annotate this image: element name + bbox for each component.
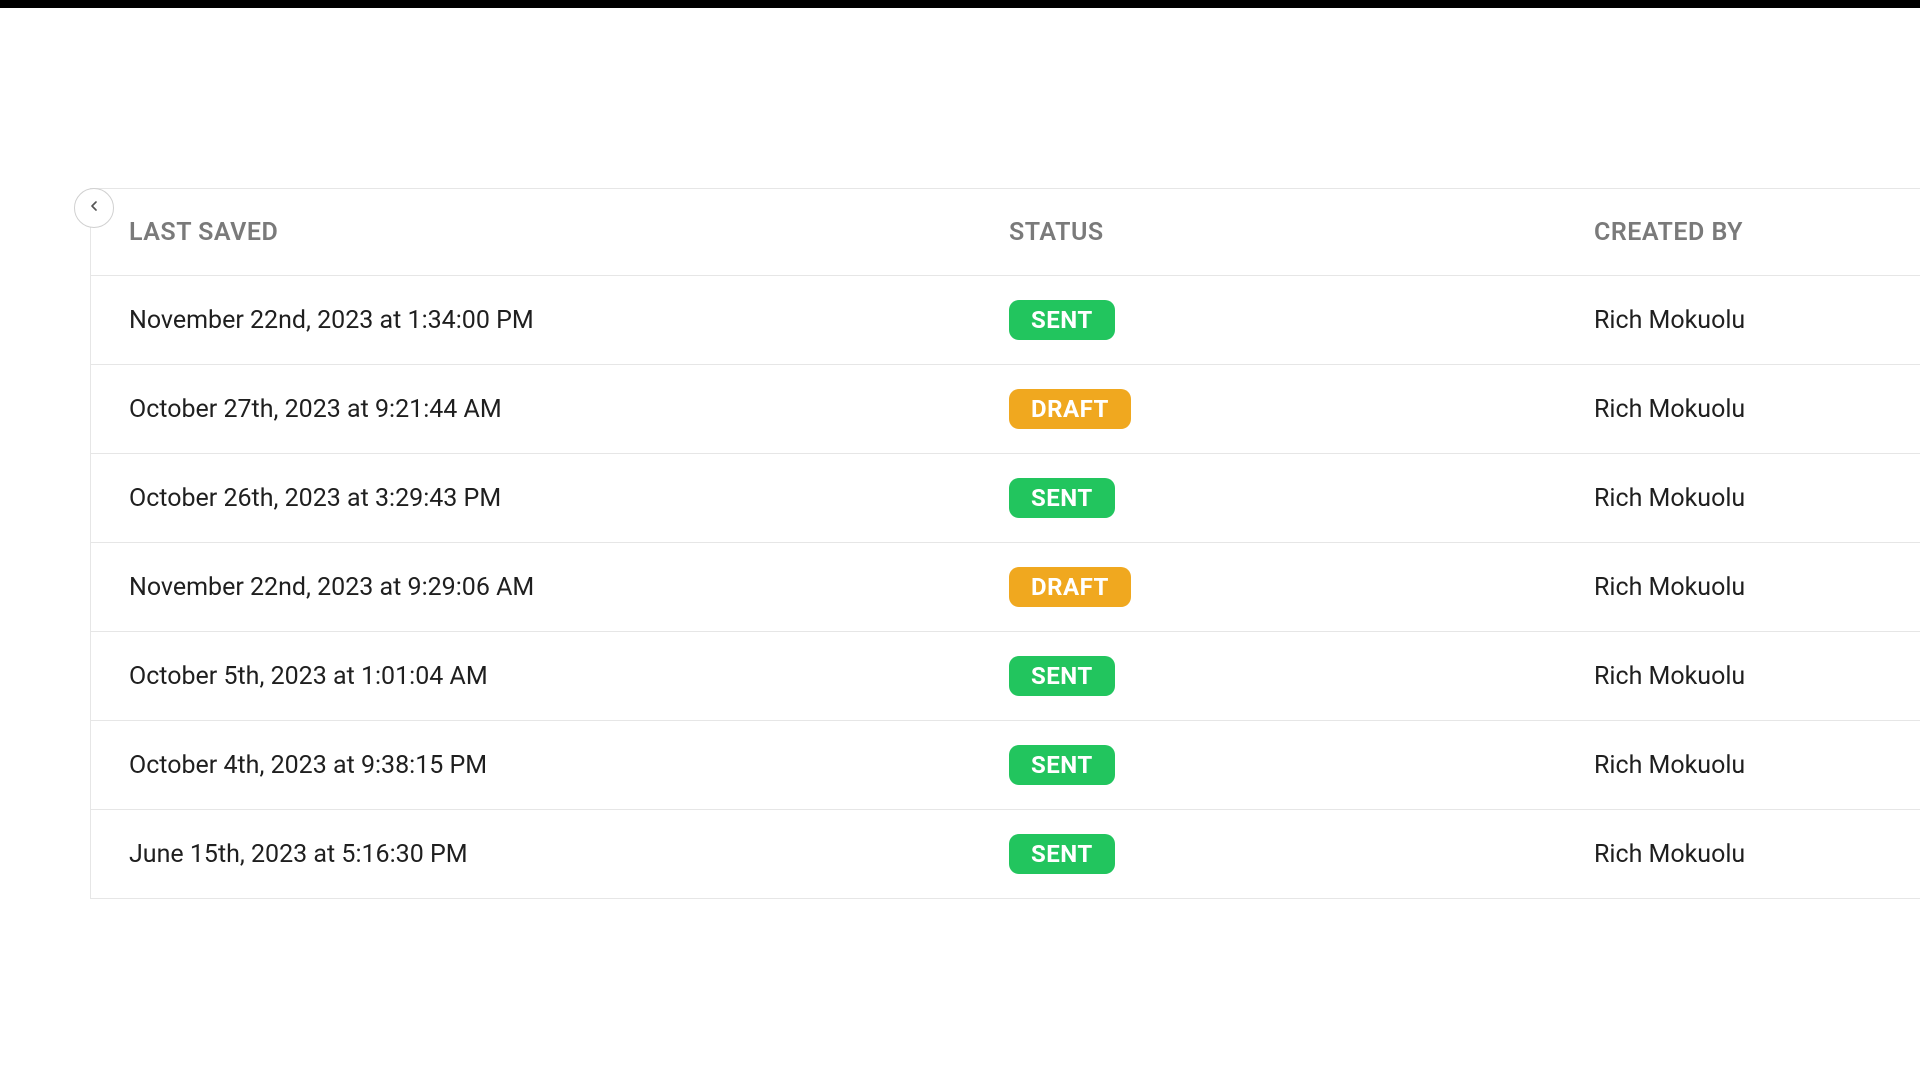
status-badge: SENT (1009, 745, 1115, 785)
cell-last-saved: October 26th, 2023 at 3:29:43 PM (129, 484, 1009, 513)
cell-last-saved: November 22nd, 2023 at 1:34:00 PM (129, 306, 1009, 335)
col-header-status: STATUS (1009, 218, 1594, 247)
chevron-left-icon (86, 198, 102, 218)
cell-created-by: Rich Mokuolu (1594, 751, 1920, 780)
cell-last-saved: June 15th, 2023 at 5:16:30 PM (129, 840, 1009, 869)
cell-created-by: Rich Mokuolu (1594, 395, 1920, 424)
table-row[interactable]: November 22nd, 2023 at 9:29:06 AMDRAFT Ri… (91, 543, 1920, 632)
col-header-created-by: CREATED BY (1594, 218, 1920, 247)
page-content: LAST SAVED STATUS CREATED BY November 22… (0, 8, 1920, 899)
table-row[interactable]: October 5th, 2023 at 1:01:04 AMSENT Rich … (91, 632, 1920, 721)
col-header-last-saved: LAST SAVED (129, 218, 1009, 247)
cell-created-by: Rich Mokuolu (1594, 306, 1920, 335)
table-row[interactable]: June 15th, 2023 at 5:16:30 PMSENT Rich Mo… (91, 810, 1920, 899)
cell-last-saved: October 27th, 2023 at 9:21:44 AM (129, 395, 1009, 424)
back-button[interactable] (74, 188, 114, 228)
table-header-row: LAST SAVED STATUS CREATED BY (91, 188, 1920, 276)
status-badge: SENT (1009, 478, 1115, 518)
cell-status: SENT (1009, 300, 1594, 340)
window-topbar (0, 0, 1920, 8)
cell-last-saved: November 22nd, 2023 at 9:29:06 AM (129, 573, 1009, 602)
cell-created-by: Rich Mokuolu (1594, 662, 1920, 691)
cell-status: DRAFT (1009, 567, 1594, 607)
status-badge: SENT (1009, 300, 1115, 340)
table-row[interactable]: October 26th, 2023 at 3:29:43 PMSENT Rich… (91, 454, 1920, 543)
status-badge: DRAFT (1009, 567, 1131, 607)
documents-table: LAST SAVED STATUS CREATED BY November 22… (90, 188, 1920, 899)
cell-status: DRAFT (1009, 389, 1594, 429)
status-badge: DRAFT (1009, 389, 1131, 429)
cell-last-saved: October 5th, 2023 at 1:01:04 AM (129, 662, 1009, 691)
cell-created-by: Rich Mokuolu (1594, 484, 1920, 513)
status-badge: SENT (1009, 656, 1115, 696)
status-badge: SENT (1009, 834, 1115, 874)
cell-status: SENT (1009, 656, 1594, 696)
cell-status: SENT (1009, 745, 1594, 785)
cell-created-by: Rich Mokuolu (1594, 573, 1920, 602)
table-row[interactable]: November 22nd, 2023 at 1:34:00 PMSENT Ric… (91, 276, 1920, 365)
cell-status: SENT (1009, 478, 1594, 518)
cell-status: SENT (1009, 834, 1594, 874)
cell-created-by: Rich Mokuolu (1594, 840, 1920, 869)
table-row[interactable]: October 27th, 2023 at 9:21:44 AMDRAFT Ric… (91, 365, 1920, 454)
cell-last-saved: October 4th, 2023 at 9:38:15 PM (129, 751, 1009, 780)
table-row[interactable]: October 4th, 2023 at 9:38:15 PMSENT Rich … (91, 721, 1920, 810)
